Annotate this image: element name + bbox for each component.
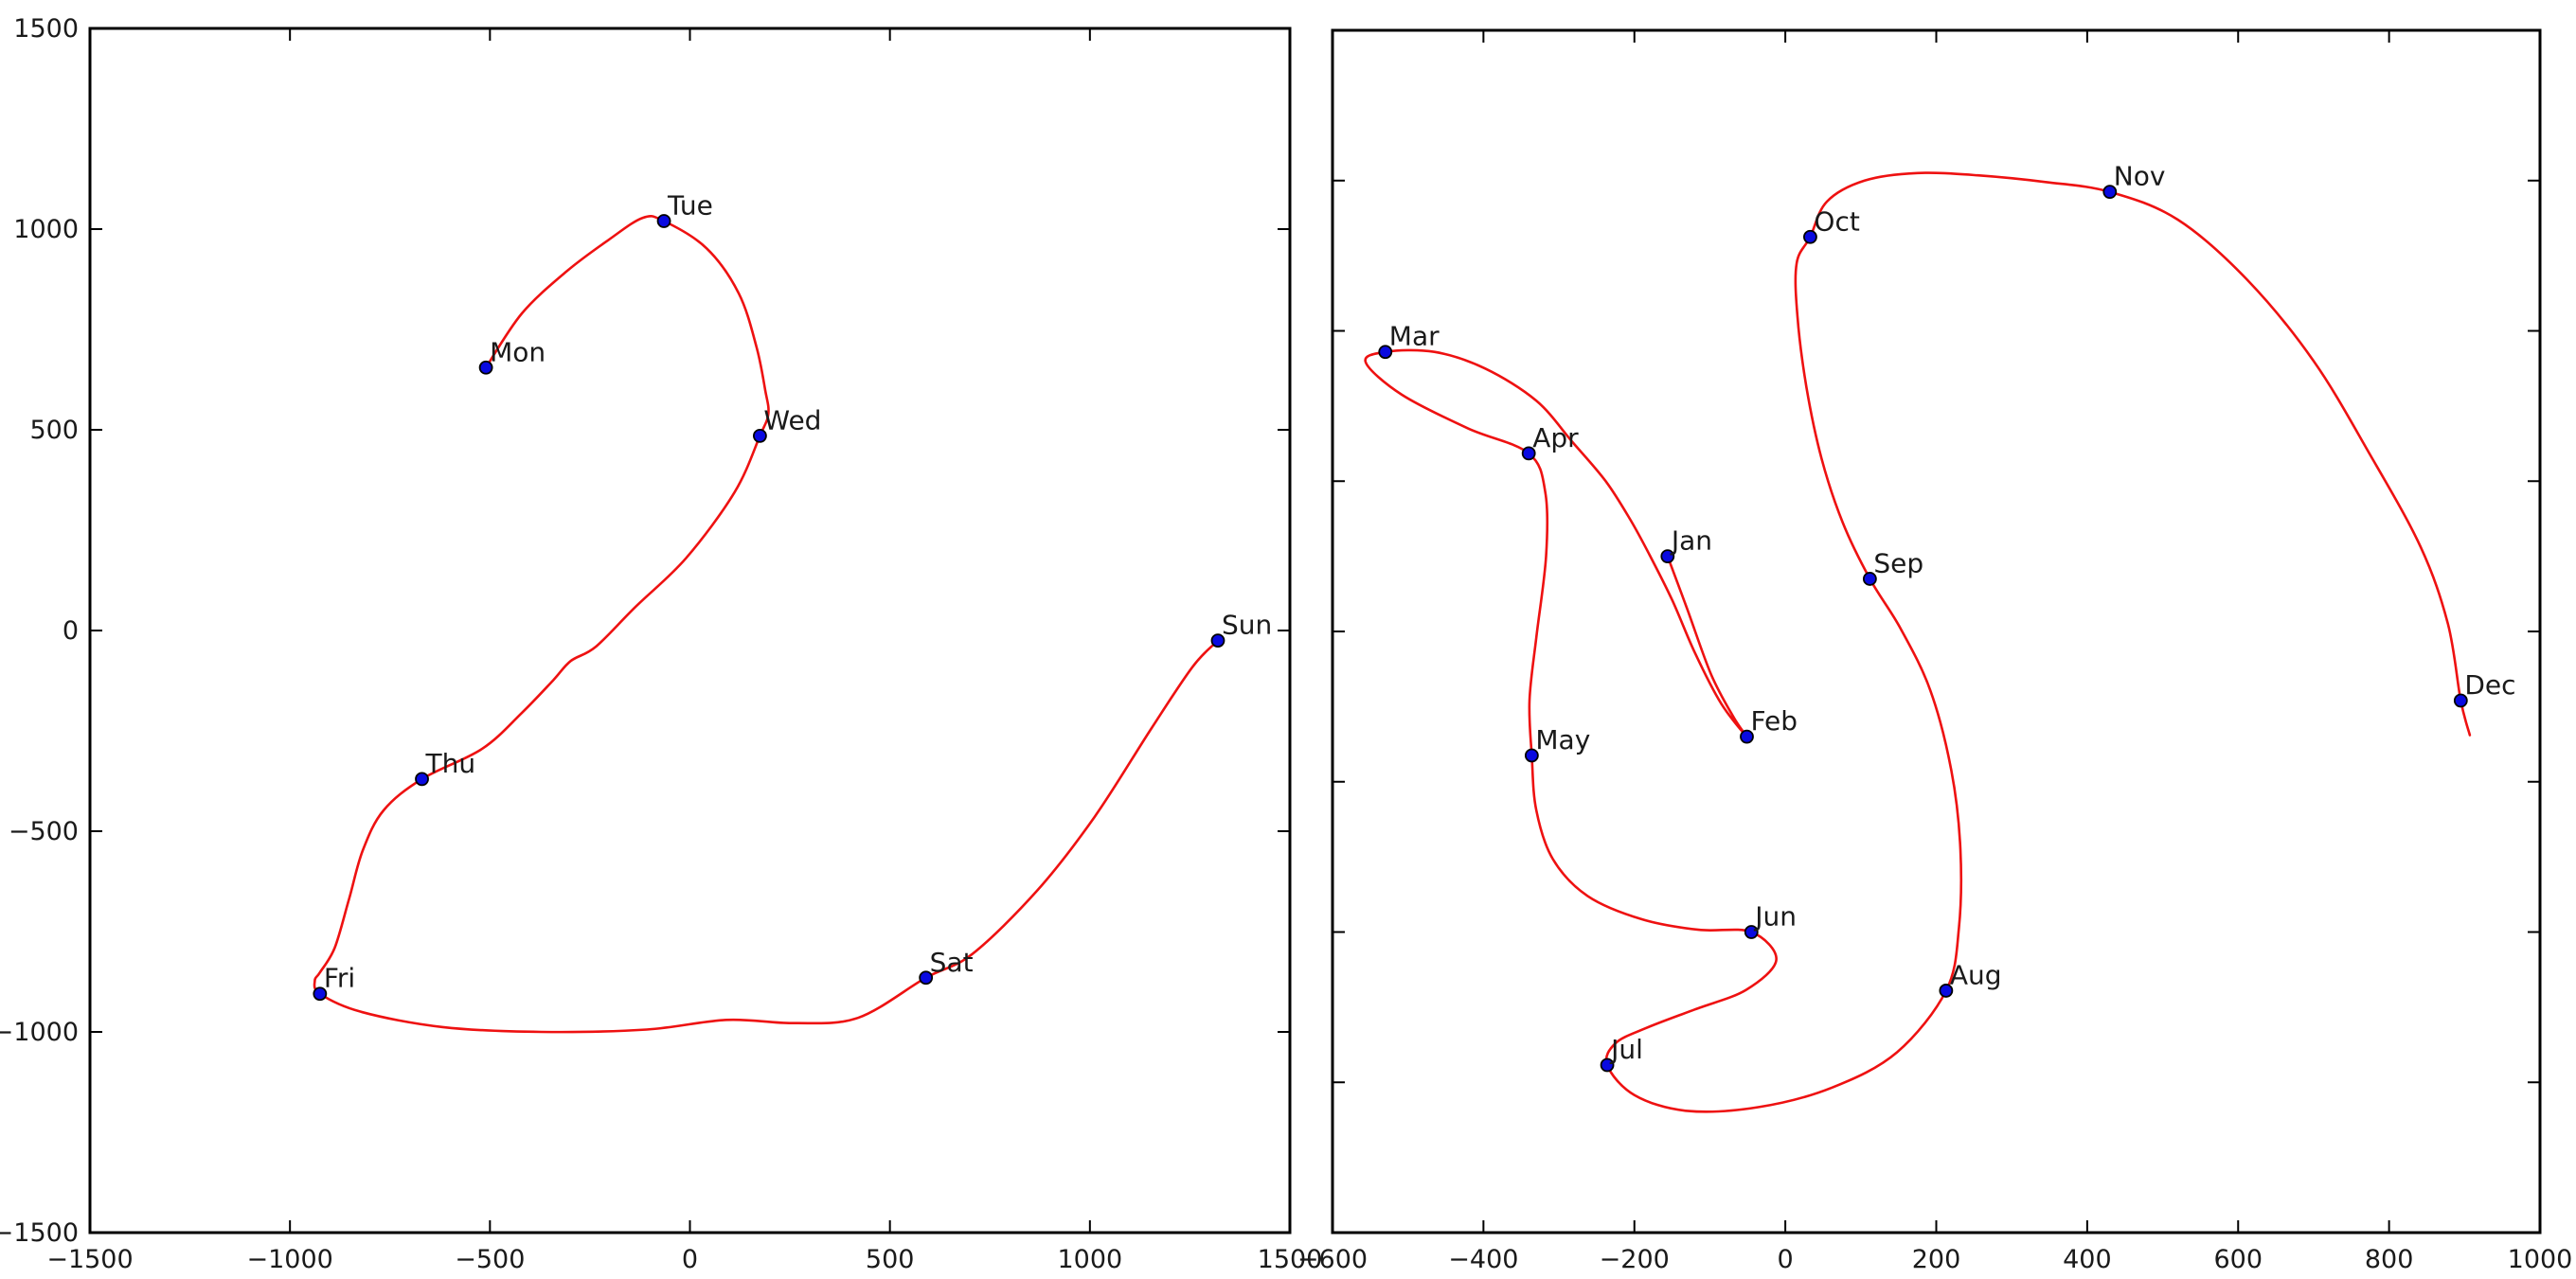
day-signature-point-label-Wed: Wed (763, 404, 821, 435)
x-tick-label: 1500 (1258, 1245, 1323, 1274)
x-tick-label: −600 (1297, 1245, 1368, 1274)
month-signature-point-Jul (1600, 1057, 1615, 1073)
month-signature-point-Dec (2453, 693, 2468, 708)
y-tick-label: 500 (29, 416, 79, 445)
day-signature-point-Sun (1210, 633, 1225, 648)
month-signature-point-label-Dec: Dec (2464, 669, 2515, 701)
x-tick-label: 200 (1912, 1245, 1961, 1274)
day-signature-point-Tue (656, 214, 671, 228)
month-signature-point-label-Feb: Feb (1750, 705, 1798, 737)
month-signature-point-Feb (1740, 729, 1754, 744)
month-signature-plot: −600 −400 −200 0 200 400 600 800 1000 Jan Feb Mar Ap… (1297, 28, 2573, 1274)
x-tick-label: −400 (1448, 1245, 1518, 1274)
month-signature-point-label-Jan: Jan (1670, 525, 1712, 557)
month-signature-point-Jun (1744, 925, 1759, 939)
y-tick-label: 0 (63, 616, 79, 646)
x-tick-label: 400 (2063, 1245, 2112, 1274)
month-signature-point-Apr (1521, 446, 1536, 461)
month-signature-point-Sep (1862, 572, 1877, 586)
day-signature-plot: −1500 −1000 −500 0 500 1000 1500 −1500 −1000 −500… (0, 14, 1322, 1274)
day-signature-point-Thu (415, 772, 429, 787)
day-signature-point-label-Thu: Thu (425, 748, 476, 779)
day-signature-point-label-Tue: Tue (667, 190, 713, 222)
x-tick-label: 800 (2365, 1245, 2414, 1274)
y-tick-label: 1500 (13, 14, 79, 44)
month-signature-point-May (1524, 748, 1539, 763)
month-signature-point-Aug (1939, 984, 1954, 998)
month-signature-point-label-Sep: Sep (1873, 547, 1923, 578)
month-signature-point-Mar (1378, 345, 1393, 360)
day-signature-point-label-Sun: Sun (1222, 610, 1272, 641)
day-signature-point-label-Sat: Sat (930, 947, 974, 978)
y-tick-label: −500 (9, 817, 79, 846)
x-tick-label: 1000 (1057, 1245, 1122, 1274)
month-signature-point-label-May: May (1535, 724, 1590, 755)
x-tick-label: 0 (682, 1245, 698, 1274)
day-signature-point-Fri (313, 986, 328, 1002)
day-signature-curve (313, 214, 1220, 1034)
day-signature-point-Sat (919, 970, 934, 986)
x-tick-label: 600 (2213, 1245, 2263, 1274)
month-signature-point-label-Jul: Jul (1609, 1034, 1643, 1065)
x-tick-label: −1000 (246, 1245, 332, 1274)
month-signature-curve (1364, 171, 2472, 1113)
month-signature-point-label-Mar: Mar (1389, 321, 1440, 352)
month-signature-point-label-Aug: Aug (1950, 959, 2002, 990)
x-tick-label: 1000 (2508, 1245, 2573, 1274)
day-signature-point-Wed (753, 428, 767, 443)
day-signature-point-Mon (478, 360, 493, 375)
x-tick-label: −200 (1600, 1245, 1670, 1274)
month-signature-axes-frame (1331, 28, 2542, 1235)
x-tick-label: 0 (1778, 1245, 1794, 1274)
x-tick-label: −1500 (46, 1245, 133, 1274)
month-signature-point-Jan (1660, 549, 1675, 564)
y-tick-label: −1000 (0, 1018, 79, 1047)
day-signature-point-label-Fri: Fri (324, 963, 355, 994)
x-tick-label: 500 (866, 1245, 915, 1274)
month-signature-point-label-Jun: Jun (1753, 901, 1797, 933)
x-tick-label: −500 (455, 1245, 525, 1274)
month-signature-point-Nov (2102, 185, 2118, 200)
month-signature-point-label-Nov: Nov (2114, 161, 2166, 192)
day-signature-point-label-Mon: Mon (490, 336, 546, 367)
y-tick-label: 1000 (13, 215, 79, 244)
month-signature-point-label-Apr: Apr (1532, 422, 1579, 453)
y-tick-label: −1500 (0, 1218, 79, 1248)
month-signature-point-Oct (1803, 229, 1817, 244)
month-signature-point-label-Oct: Oct (1814, 205, 1859, 237)
